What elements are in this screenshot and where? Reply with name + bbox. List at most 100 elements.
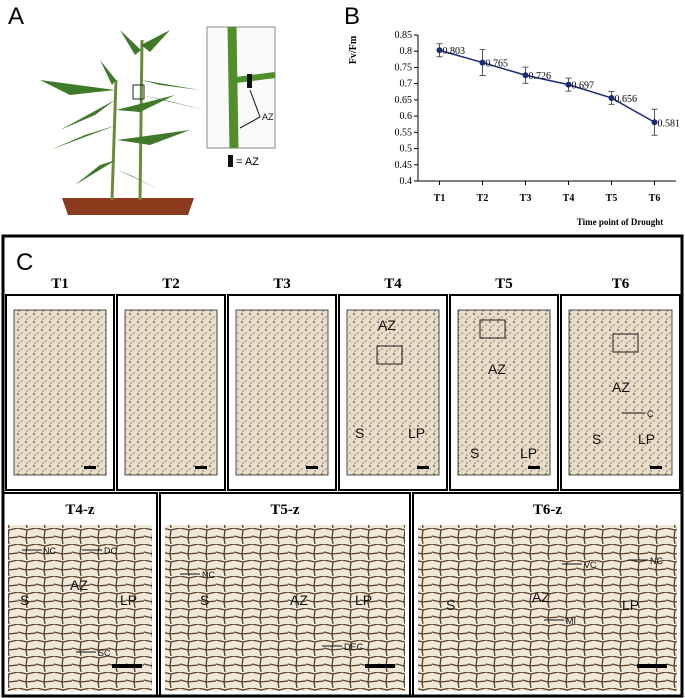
zoom-box (479, 319, 506, 339)
panel-label: C (16, 249, 33, 276)
annotation: AZ (290, 592, 308, 608)
scale-bar (84, 466, 96, 469)
x-axis-label: Time point of Drought (577, 217, 663, 227)
annotation: AZ (70, 577, 88, 593)
data-point (608, 94, 615, 101)
annotation: AZ (612, 379, 630, 395)
x-tick-label: T2 (477, 193, 489, 204)
legend-marker (228, 155, 233, 167)
annotation: LP (622, 597, 639, 613)
x-tick-label: T5 (606, 193, 618, 204)
data-label: 0.697 (572, 81, 595, 92)
data-point (479, 59, 486, 66)
section-title: T6 (612, 276, 630, 292)
panel-label: B (344, 3, 360, 30)
section-frame (2, 492, 158, 697)
annotation: AZ (532, 589, 550, 605)
data-label: 0.726 (529, 71, 552, 82)
annotation: S (470, 445, 479, 461)
scale-bar (195, 466, 207, 469)
x-tick-label: T3 (520, 193, 532, 204)
inset-stem (227, 26, 239, 149)
annotation: C (647, 409, 654, 419)
data-label: 0.765 (486, 59, 509, 70)
pot (62, 198, 194, 215)
annotation: LP (408, 425, 425, 441)
micrograph (235, 309, 329, 476)
annotation: NC (650, 556, 663, 566)
section-frame (227, 294, 337, 491)
annotation: AZ (378, 317, 396, 333)
micrograph (124, 309, 218, 476)
scale-bar (112, 664, 142, 668)
annotation: S (20, 592, 29, 608)
y-tick-label: 0.75 (395, 62, 413, 73)
data-point (651, 119, 658, 126)
micrograph (8, 525, 152, 691)
data-label: 0.656 (615, 94, 638, 105)
zoom-box (376, 345, 403, 365)
inset-petiole (235, 72, 276, 83)
annotation: NC (43, 546, 56, 556)
annotation: DC (104, 546, 117, 556)
annotation: S (200, 592, 209, 608)
annotation: AZ (488, 361, 506, 377)
x-tick-label: T6 (649, 193, 661, 204)
y-tick-label: 0.7 (400, 79, 413, 90)
micrograph (13, 309, 107, 476)
scale-bar (365, 664, 395, 668)
section-frame (159, 492, 411, 697)
section-title: T6-z (533, 502, 563, 518)
micrograph (165, 525, 405, 691)
az-marker (247, 74, 252, 88)
y-tick-label: 0.55 (395, 127, 413, 138)
annotation: S (355, 425, 364, 441)
section-frame (116, 294, 226, 491)
data-label: 0.803 (443, 46, 466, 57)
data-point (522, 72, 529, 79)
micrograph (568, 309, 673, 476)
annotation: NC (202, 570, 215, 580)
section-title: T5-z (270, 502, 300, 518)
stem (110, 79, 118, 201)
y-tick-label: 0.5 (400, 144, 413, 155)
section-title: T1 (51, 276, 69, 292)
stem (138, 39, 144, 201)
data-label: 0.581 (658, 118, 681, 129)
annotation: SC (98, 648, 111, 658)
section-frame (412, 492, 683, 697)
section-title: T2 (162, 276, 180, 292)
panel-c: T1 T2 T3 T4 T5 T6 T4-z T5-z T6-z (2, 276, 683, 697)
scale-bar (637, 664, 667, 668)
section-title: T4-z (65, 502, 95, 518)
section-title: T5 (495, 276, 513, 292)
chart: 0.4 0.45 0.5 0.55 0.6 0.65 0.7 0.75 0.8 0.85 T1 0.8… (395, 30, 681, 204)
annotation: LP (355, 592, 372, 608)
y-tick-label: 0.45 (395, 160, 413, 171)
scale-bar (528, 466, 540, 469)
y-tick-label: 0.4 (400, 176, 413, 187)
micrograph (418, 525, 677, 691)
section-frame (560, 294, 681, 491)
x-tick-label: T4 (563, 193, 575, 204)
y-tick-label: 0.6 (400, 111, 413, 122)
data-point (436, 47, 443, 54)
annotations: AZ S LP AZ S LP AZ C S LP NC DC S AZ LP … (20, 317, 663, 658)
inset (206, 26, 276, 149)
zoom-box (612, 333, 639, 353)
leaves (40, 30, 205, 190)
y-tick-label: 0.65 (395, 95, 413, 106)
panel-label: A (8, 3, 24, 30)
annotation: DEC (344, 642, 364, 652)
annotation: S (446, 597, 455, 613)
panel-a: A AZ = AZ (8, 3, 276, 215)
section-frame (5, 294, 115, 491)
y-tick-label: 0.85 (395, 30, 413, 41)
section-frame (338, 294, 448, 491)
arrow (239, 116, 261, 129)
micrograph (346, 309, 440, 476)
section-frame (449, 294, 559, 491)
annotation: LP (638, 431, 655, 447)
scale-bar (650, 466, 662, 469)
annotation: VC (584, 560, 597, 570)
